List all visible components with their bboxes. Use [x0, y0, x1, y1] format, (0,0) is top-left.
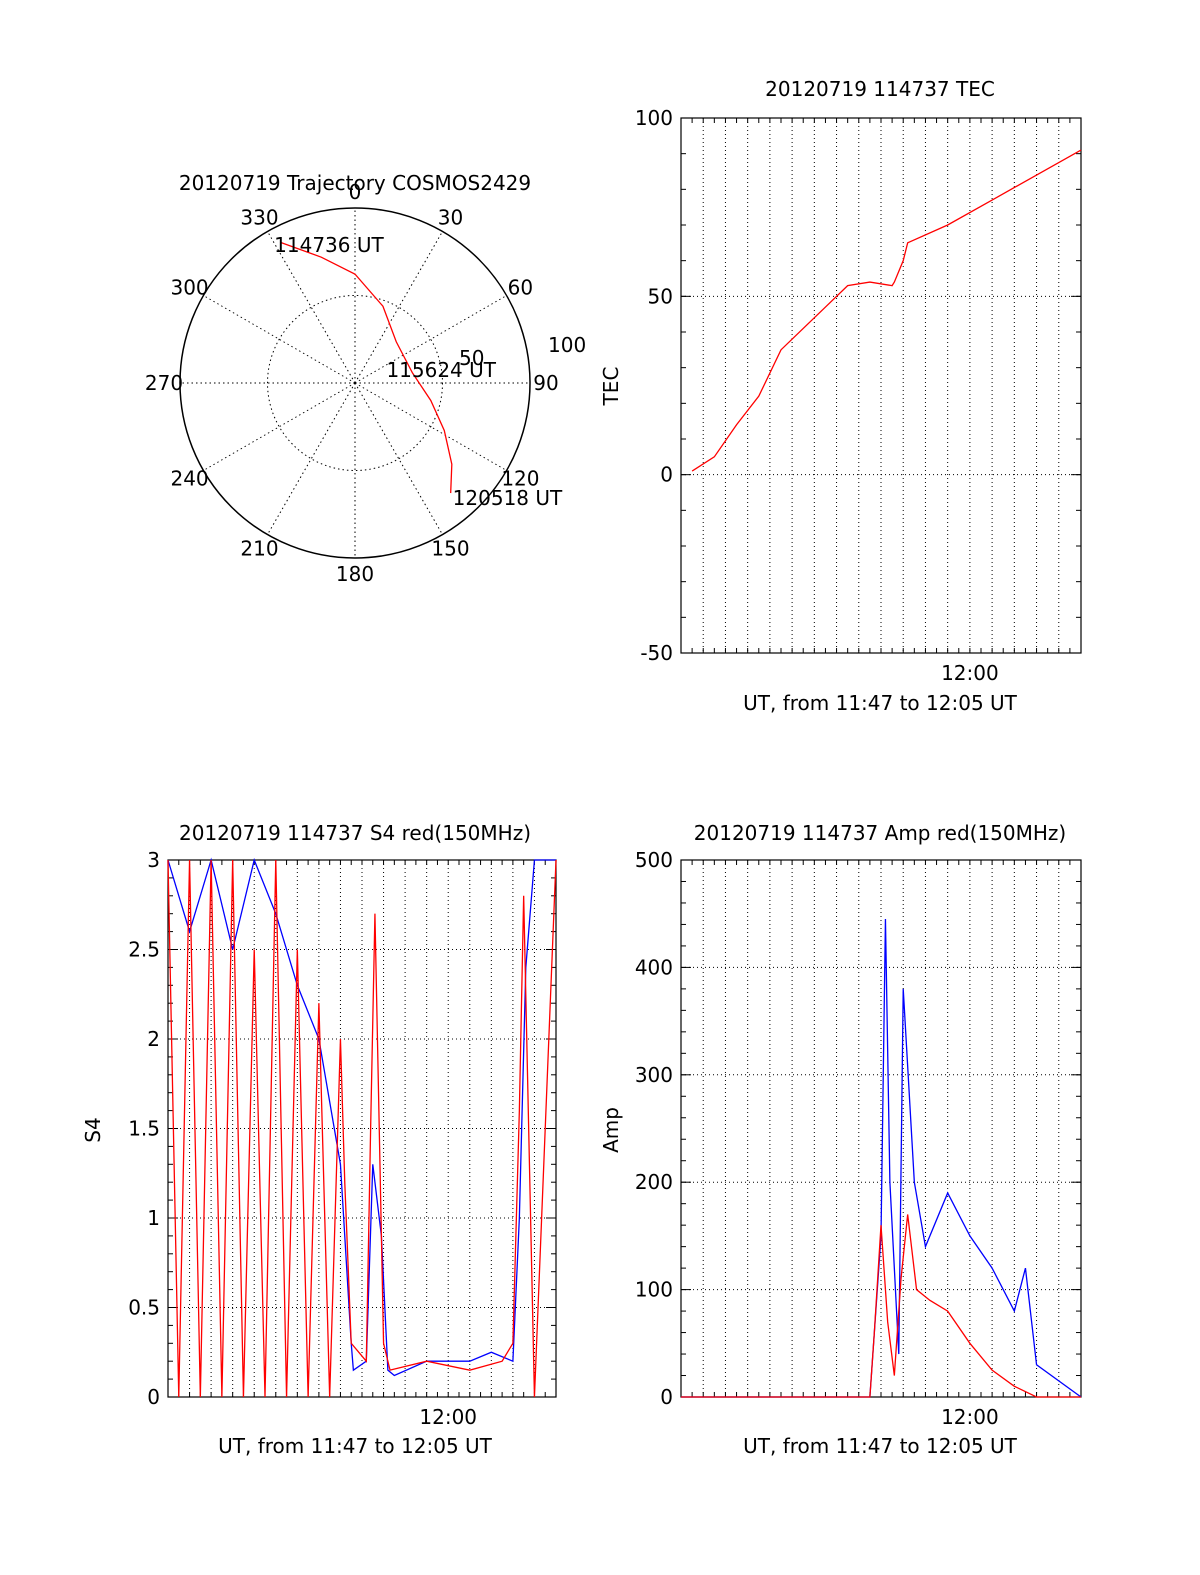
- amp-title: 20120719 114737 Amp red(150MHz): [694, 821, 1066, 845]
- polar-radius-mid-label: 50: [459, 346, 484, 370]
- tec-panel: 20120719 114737 TEC -50 0 50 100 12:00 TEC U…: [599, 77, 1082, 715]
- trajectory-annotation: 120518 UT: [453, 486, 563, 510]
- trajectory-annotation: 114736 UT: [274, 233, 384, 257]
- y-tick-label: 0: [147, 1385, 160, 1409]
- amp-panel: 20120719 114737 Amp red(150MHz) 0 100 200 3…: [599, 821, 1082, 1458]
- x-tick-label: 12:00: [941, 661, 999, 685]
- polar-angle-label: 210: [240, 536, 278, 560]
- amp-xlabel: UT, from 11:47 to 12:05 UT: [743, 1434, 1018, 1458]
- y-tick-label: 50: [648, 284, 673, 308]
- x-tick-label: 12:00: [419, 1405, 477, 1429]
- polar-angle-label: 90: [533, 371, 558, 395]
- y-tick-label: 1: [147, 1206, 160, 1230]
- polar-trajectory-panel: 20120719 Trajectory COSMOS2429 0 30 60 90 12…: [145, 171, 586, 586]
- amp-ylabel: Amp: [599, 1107, 623, 1153]
- s4-panel: 20120719 114737 S4 red(150MHz) 0 0.5 1 1.5 2…: [81, 821, 557, 1458]
- polar-angle-label: 30: [438, 206, 463, 230]
- polar-angle-label: 240: [170, 467, 208, 491]
- s4-title: 20120719 114737 S4 red(150MHz): [179, 821, 531, 845]
- y-tick-label: 1.5: [128, 1117, 160, 1141]
- polar-angle-label: 330: [240, 206, 278, 230]
- polar-angle-label: 60: [508, 276, 533, 300]
- tec-ylabel: TEC: [599, 367, 623, 407]
- y-tick-label: -50: [640, 641, 673, 665]
- y-tick-label: 2.5: [128, 938, 160, 962]
- x-tick-label: 12:00: [941, 1405, 999, 1429]
- y-tick-label: 2: [147, 1027, 160, 1051]
- polar-outer-circle: [179, 207, 531, 559]
- y-tick-label: 0: [660, 1385, 673, 1409]
- trajectory-annotation: 115624 UT: [386, 358, 496, 382]
- red-series-line: [681, 1214, 1081, 1398]
- polar-angle-label: 120: [501, 467, 539, 491]
- polar-trajectory-track: [279, 241, 453, 494]
- polar-angle-label: 150: [431, 536, 469, 560]
- y-tick-label: 300: [635, 1063, 673, 1087]
- y-tick-label: 500: [635, 848, 673, 872]
- y-tick-label: 100: [635, 1278, 673, 1302]
- polar-angle-labels: 0 30 60 90 120 150 180 210 240 270 300 330: [145, 180, 559, 586]
- blue-series-line: [681, 919, 1082, 1398]
- y-tick-label: 0: [660, 463, 673, 487]
- polar-angle-label: 270: [145, 371, 183, 395]
- y-tick-label: 0.5: [128, 1296, 160, 1320]
- polar-angle-label: 300: [170, 276, 208, 300]
- red-series-line: [167, 859, 557, 1398]
- polar-angle-label: 0: [349, 180, 362, 204]
- tec-title: 20120719 114737 TEC: [765, 77, 995, 101]
- polar-spoke: [203, 382, 356, 471]
- s4-xlabel: UT, from 11:47 to 12:05 UT: [218, 1434, 493, 1458]
- polar-annotations: 114736 UT 115624 UT 120518 UT: [274, 233, 563, 510]
- polar-title: 20120719 Trajectory COSMOS2429: [179, 171, 531, 195]
- s4-ylabel: S4: [81, 1117, 105, 1142]
- y-tick-label: 200: [635, 1170, 673, 1194]
- blue-series-line: [167, 857, 556, 1377]
- red-series-line: [691, 149, 1082, 472]
- polar-radius-label: 100: [548, 333, 586, 357]
- polar-grid: [179, 207, 531, 559]
- tec-xlabel: UT, from 11:47 to 12:05 UT: [743, 691, 1018, 715]
- y-tick-label: 100: [635, 106, 673, 130]
- trajectory-line: [279, 241, 453, 494]
- polar-angle-label: 180: [336, 562, 374, 586]
- y-tick-label: 400: [635, 955, 673, 979]
- y-tick-label: 3: [147, 848, 160, 872]
- polar-spoke: [267, 382, 356, 535]
- polar-mid-circle: [267, 295, 443, 471]
